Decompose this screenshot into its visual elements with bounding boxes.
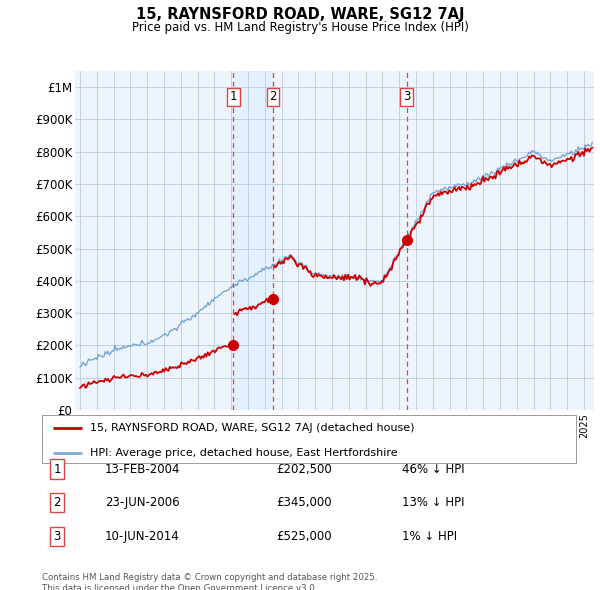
Text: 3: 3 [53,530,61,543]
Text: 10-JUN-2014: 10-JUN-2014 [105,530,180,543]
Text: Contains HM Land Registry data © Crown copyright and database right 2025.
This d: Contains HM Land Registry data © Crown c… [42,573,377,590]
Text: £345,000: £345,000 [276,496,332,509]
Text: 3: 3 [403,90,410,103]
Text: 13-FEB-2004: 13-FEB-2004 [105,463,181,476]
Text: 46% ↓ HPI: 46% ↓ HPI [402,463,464,476]
Text: HPI: Average price, detached house, East Hertfordshire: HPI: Average price, detached house, East… [90,447,398,457]
Text: 15, RAYNSFORD ROAD, WARE, SG12 7AJ: 15, RAYNSFORD ROAD, WARE, SG12 7AJ [136,7,464,22]
Text: 2: 2 [269,90,277,103]
Text: 2: 2 [53,496,61,509]
Text: 23-JUN-2006: 23-JUN-2006 [105,496,179,509]
Text: 13% ↓ HPI: 13% ↓ HPI [402,496,464,509]
Text: £202,500: £202,500 [276,463,332,476]
Text: 1: 1 [229,90,237,103]
Text: 15, RAYNSFORD ROAD, WARE, SG12 7AJ (detached house): 15, RAYNSFORD ROAD, WARE, SG12 7AJ (deta… [90,423,415,433]
Text: 1% ↓ HPI: 1% ↓ HPI [402,530,457,543]
Text: Price paid vs. HM Land Registry's House Price Index (HPI): Price paid vs. HM Land Registry's House … [131,21,469,34]
Bar [233,71,273,410]
Text: £525,000: £525,000 [276,530,332,543]
Text: 1: 1 [53,463,61,476]
